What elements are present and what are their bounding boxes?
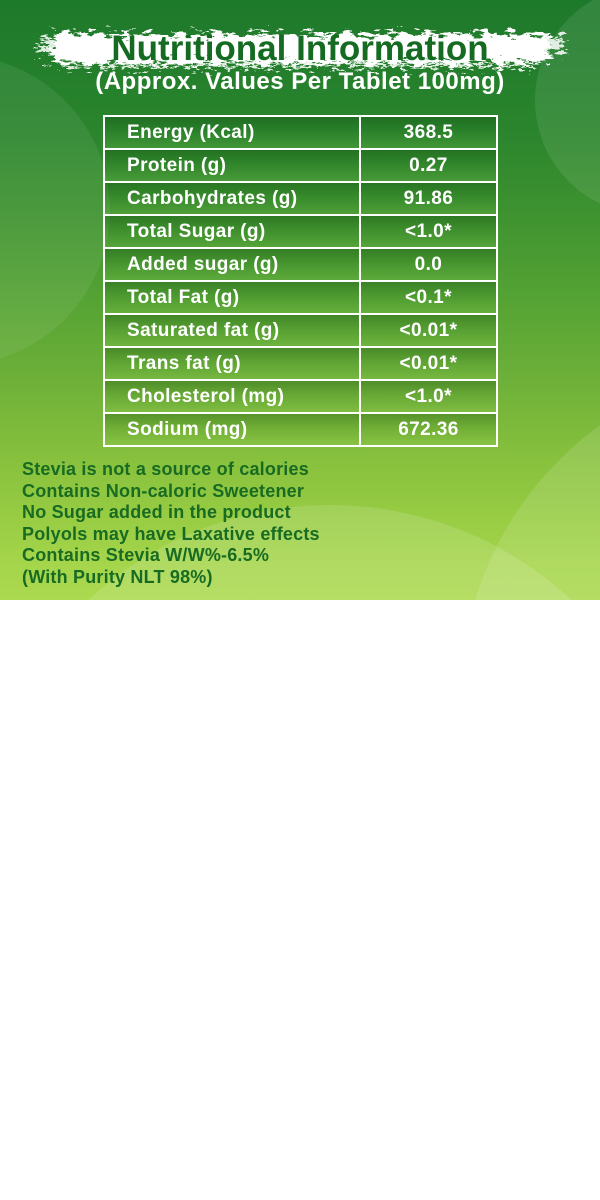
nutrient-value: <1.0* bbox=[358, 214, 499, 249]
footnote-line: Contains Non-caloric Sweetener bbox=[22, 480, 305, 501]
nutrition-table: Energy (Kcal) 368.5 Protein (g) 0.27 Car… bbox=[103, 115, 499, 447]
nutrient-label: Energy (Kcal) bbox=[103, 115, 361, 150]
table-row: Added sugar (g) 0.0 bbox=[103, 247, 499, 282]
nutrient-value: <0.01* bbox=[358, 346, 499, 381]
table-row: Sodium (mg) 672.36 bbox=[103, 412, 499, 447]
footnote-line: Polyols may have Laxative effects bbox=[22, 523, 320, 544]
decor-circle-bottom bbox=[0, 505, 600, 1200]
nutrient-value: <0.01* bbox=[358, 313, 499, 348]
nutrient-value: 91.86 bbox=[358, 181, 499, 216]
table-row: Total Sugar (g) <1.0* bbox=[103, 214, 499, 249]
nutrient-label: Saturated fat (g) bbox=[103, 313, 361, 348]
footnotes: Stevia is not a source of calories Conta… bbox=[22, 459, 320, 588]
nutrient-label: Cholesterol (mg) bbox=[103, 379, 361, 414]
table-row: Carbohydrates (g) 91.86 bbox=[103, 181, 499, 216]
footnote-line: Contains Stevia W/W%-6.5% bbox=[22, 545, 270, 565]
table-row: Cholesterol (mg) <1.0* bbox=[103, 379, 499, 414]
footnote-line: Stevia is not a source of calories bbox=[22, 459, 309, 479]
nutrient-label: Total Fat (g) bbox=[103, 280, 361, 315]
title-brush-stroke bbox=[40, 34, 564, 66]
nutrient-value: <1.0* bbox=[358, 379, 499, 414]
footnote-line: (With Purity NLT 98%) bbox=[22, 566, 213, 587]
table-row: Total Fat (g) <0.1* bbox=[103, 280, 499, 315]
table-row: Energy (Kcal) 368.5 bbox=[103, 115, 499, 150]
nutrient-label: Added sugar (g) bbox=[103, 247, 361, 282]
nutrient-label: Total Sugar (g) bbox=[103, 214, 361, 249]
nutrient-label: Trans fat (g) bbox=[103, 346, 361, 381]
nutrient-label: Carbohydrates (g) bbox=[103, 181, 361, 216]
nutrient-label: Sodium (mg) bbox=[103, 412, 361, 447]
nutrient-label: Protein (g) bbox=[103, 148, 361, 183]
nutrient-value: 368.5 bbox=[358, 115, 499, 150]
nutrient-value: 672.36 bbox=[358, 412, 499, 447]
page-subtitle: (Approx. Values Per Tablet 100mg) bbox=[95, 68, 505, 95]
nutrient-value: 0.0 bbox=[358, 247, 499, 282]
page-title: Nutritional Information bbox=[111, 29, 489, 68]
table-row: Saturated fat (g) <0.01* bbox=[103, 313, 499, 348]
nutrient-value: 0.27 bbox=[358, 148, 499, 183]
table-row: Trans fat (g) <0.01* bbox=[103, 346, 499, 381]
table-row: Protein (g) 0.27 bbox=[103, 148, 499, 183]
nutrient-value: <0.1* bbox=[358, 280, 499, 315]
footnote-line: No Sugar added in the product bbox=[22, 502, 291, 522]
